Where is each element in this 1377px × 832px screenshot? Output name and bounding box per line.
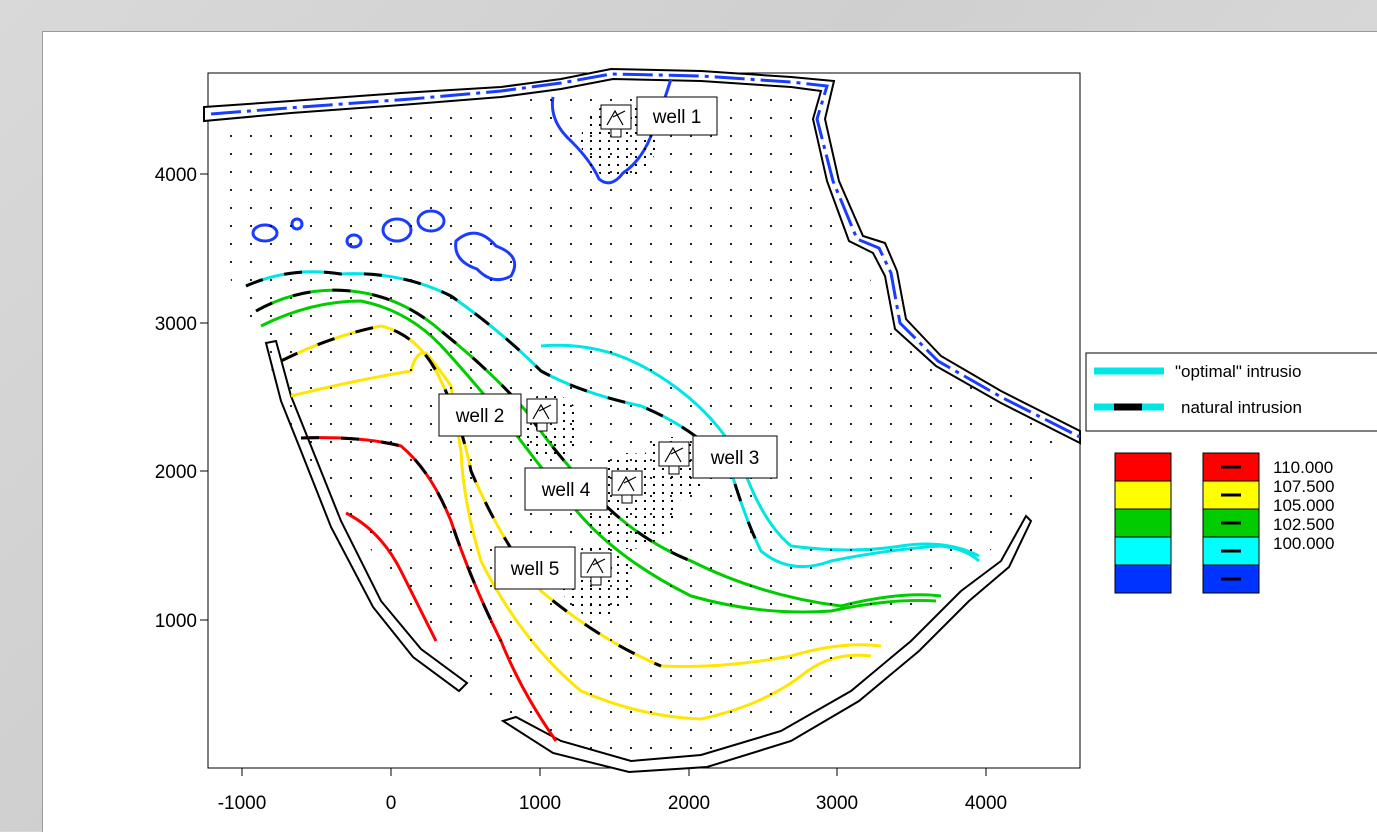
well-label: well 3 bbox=[710, 448, 760, 469]
well-label: well 4 bbox=[541, 480, 591, 501]
legend-level: 102.500 bbox=[1273, 515, 1334, 534]
y-tick-label: 2000 bbox=[155, 462, 197, 483]
well-3[interactable]: well 3 bbox=[658, 435, 778, 479]
axis-ticks bbox=[200, 173, 987, 776]
well-2[interactable]: well 2 bbox=[438, 393, 558, 437]
legend-level: 100.000 bbox=[1273, 534, 1334, 553]
y-tick-label: 1000 bbox=[155, 611, 197, 632]
x-tick-label: 0 bbox=[386, 793, 397, 814]
x-tick-label: -1000 bbox=[218, 793, 267, 814]
well-1[interactable]: well 1 bbox=[600, 96, 718, 138]
legend-label-optimal: "optimal" intrusio bbox=[1175, 362, 1301, 381]
y-tick-label: 3000 bbox=[155, 314, 197, 335]
river-centerline bbox=[210, 72, 1081, 439]
well-label: well 1 bbox=[652, 107, 702, 128]
well-icon bbox=[580, 552, 612, 578]
well-label: well 2 bbox=[455, 406, 505, 427]
line-legend: "optimal" intrusio natural intrusion bbox=[1085, 352, 1377, 432]
color-legend: 110.000 107.500 105.000 102.500 100.000 bbox=[1114, 452, 1334, 594]
x-tick-label: 4000 bbox=[965, 793, 1007, 814]
legend-level: 107.500 bbox=[1273, 477, 1334, 496]
legend-level: 105.000 bbox=[1273, 496, 1334, 515]
x-tick-label: 1000 bbox=[519, 793, 561, 814]
legend-level: 110.000 bbox=[1273, 458, 1333, 477]
well-icon bbox=[611, 470, 643, 496]
map-frame: -1000 0 1000 2000 3000 4000 1000 2000 30… bbox=[42, 31, 1377, 832]
legend-label-natural: natural intrusion bbox=[1181, 398, 1302, 417]
contour-map: -1000 0 1000 2000 3000 4000 1000 2000 30… bbox=[155, 67, 1377, 814]
well-icon bbox=[526, 398, 558, 424]
y-tick-label: 4000 bbox=[155, 165, 197, 186]
well-icon bbox=[658, 441, 690, 467]
well-5[interactable]: well 5 bbox=[494, 546, 612, 590]
mesh-nodes bbox=[216, 91, 1061, 761]
well-icon bbox=[600, 104, 632, 130]
well-4[interactable]: well 4 bbox=[524, 467, 643, 511]
x-tick-label: 3000 bbox=[816, 793, 858, 814]
x-tick-label: 2000 bbox=[668, 793, 710, 814]
well-label: well 5 bbox=[510, 559, 560, 580]
